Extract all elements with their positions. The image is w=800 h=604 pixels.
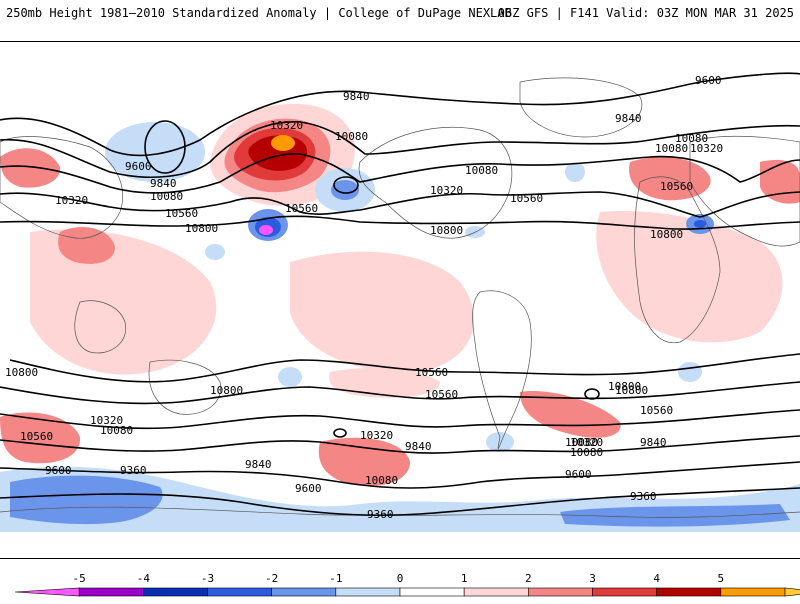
contour-label: 10320 [270, 119, 303, 132]
contour-label: 10320 [570, 436, 603, 449]
contour-label: 10080 [570, 446, 603, 459]
contour-label: 10560 [425, 388, 458, 401]
contour-label: 9840 [640, 436, 667, 449]
colorbar-max-arrow [784, 587, 800, 597]
contour-label: 9360 [367, 508, 394, 521]
contour-label: 9600 [125, 160, 152, 173]
contour-label: 9840 [343, 90, 370, 103]
contour-label: 10560 [165, 207, 198, 220]
colorbar-swatch [399, 587, 465, 597]
colorbar-swatch [592, 587, 657, 597]
colorbar-swatch [143, 587, 208, 597]
contour-label: 9600 [45, 464, 72, 477]
colorbar-swatch [78, 587, 144, 597]
contour-label: 10800 [430, 224, 463, 237]
contour-label: 10320 [690, 142, 723, 155]
contour-label: 10080 [150, 190, 183, 203]
contour-label: 10800 [210, 384, 243, 397]
colorbar-tick-label: 5 [718, 572, 725, 585]
contour-label: 10080 [365, 474, 398, 487]
colorbar-min-arrow [14, 587, 80, 597]
colorbar-swatch [207, 587, 272, 597]
colorbar-tick-label: 4 [653, 572, 660, 585]
colorbar-tick-label: 2 [525, 572, 532, 585]
contour-label: 10800 [608, 380, 641, 393]
colorbar-legend: -5 -4 -3 -2 -1 0 1 2 3 4 5 [0, 560, 800, 600]
anomaly-fills [0, 103, 800, 532]
colorbar-swatch [335, 587, 401, 597]
colorbar-tick-label: 0 [397, 572, 404, 585]
colorbar: -5 -4 -3 -2 -1 0 1 2 3 4 5 [14, 572, 800, 597]
contour-label: 9840 [405, 440, 432, 453]
contour-label: 10560 [510, 192, 543, 205]
contour-label: 10080 [335, 130, 368, 143]
colorbar-swatch [463, 587, 529, 597]
contour-label: 10560 [415, 366, 448, 379]
contour-label: 10320 [430, 184, 463, 197]
contour-label: 10800 [650, 228, 683, 241]
colorbar-swatches [14, 587, 800, 597]
contour-label: 10320 [90, 414, 123, 427]
contour-label: 10560 [20, 430, 53, 443]
colorbar-swatch [271, 587, 337, 597]
contour-label: 10080 [100, 424, 133, 437]
colorbar-swatch [720, 587, 786, 597]
contour-label: 10080 [655, 142, 688, 155]
contour-label: 10080 [565, 436, 598, 449]
contour-label: 10560 [660, 180, 693, 193]
colorbar-tick-label: -4 [137, 572, 151, 585]
contour-label: 9600 [565, 468, 592, 481]
contour-label: 10800 [615, 384, 648, 397]
contour-label: 9360 [120, 464, 147, 477]
coastlines [0, 77, 800, 518]
contour-label: 10320 [55, 194, 88, 207]
colorbar-tick-label: 1 [461, 572, 468, 585]
contour-label: 10560 [640, 404, 673, 417]
contour-label: 10080 [675, 132, 708, 145]
colorbar-tick-label: -1 [329, 572, 342, 585]
chart-title: 250mb Height 1981–2010 Standardized Anom… [6, 6, 512, 20]
contour-label: 10560 [285, 202, 318, 215]
contour-label: 9840 [245, 458, 272, 471]
colorbar-tick-label: -5 [73, 572, 86, 585]
contour-label: 9600 [695, 74, 722, 87]
contour-label: 9840 [150, 177, 177, 190]
colorbar-tick-label: -2 [265, 572, 278, 585]
model-run-info: 06Z GFS | F141 Valid: 03Z MON MAR 31 202… [497, 6, 794, 20]
contour-label: 9360 [630, 490, 657, 503]
colorbar-ticks: -5 -4 -3 -2 -1 0 1 2 3 4 5 [73, 572, 725, 585]
contour-label: 10080 [465, 164, 498, 177]
colorbar-swatch [656, 587, 722, 597]
colorbar-tick-label: 3 [589, 572, 596, 585]
contour-label: 10800 [5, 366, 38, 379]
height-contours [0, 72, 800, 517]
contour-label: 10320 [360, 429, 393, 442]
contour-label: 9600 [295, 482, 322, 495]
contour-label: 10800 [185, 222, 218, 235]
colorbar-tick-label: -3 [201, 572, 214, 585]
contour-label: 9840 [615, 112, 642, 125]
colorbar-swatch [528, 587, 593, 597]
map-area: 9840 9600 10320 10080 9600 9840 10320 10080 1056… [0, 41, 800, 559]
